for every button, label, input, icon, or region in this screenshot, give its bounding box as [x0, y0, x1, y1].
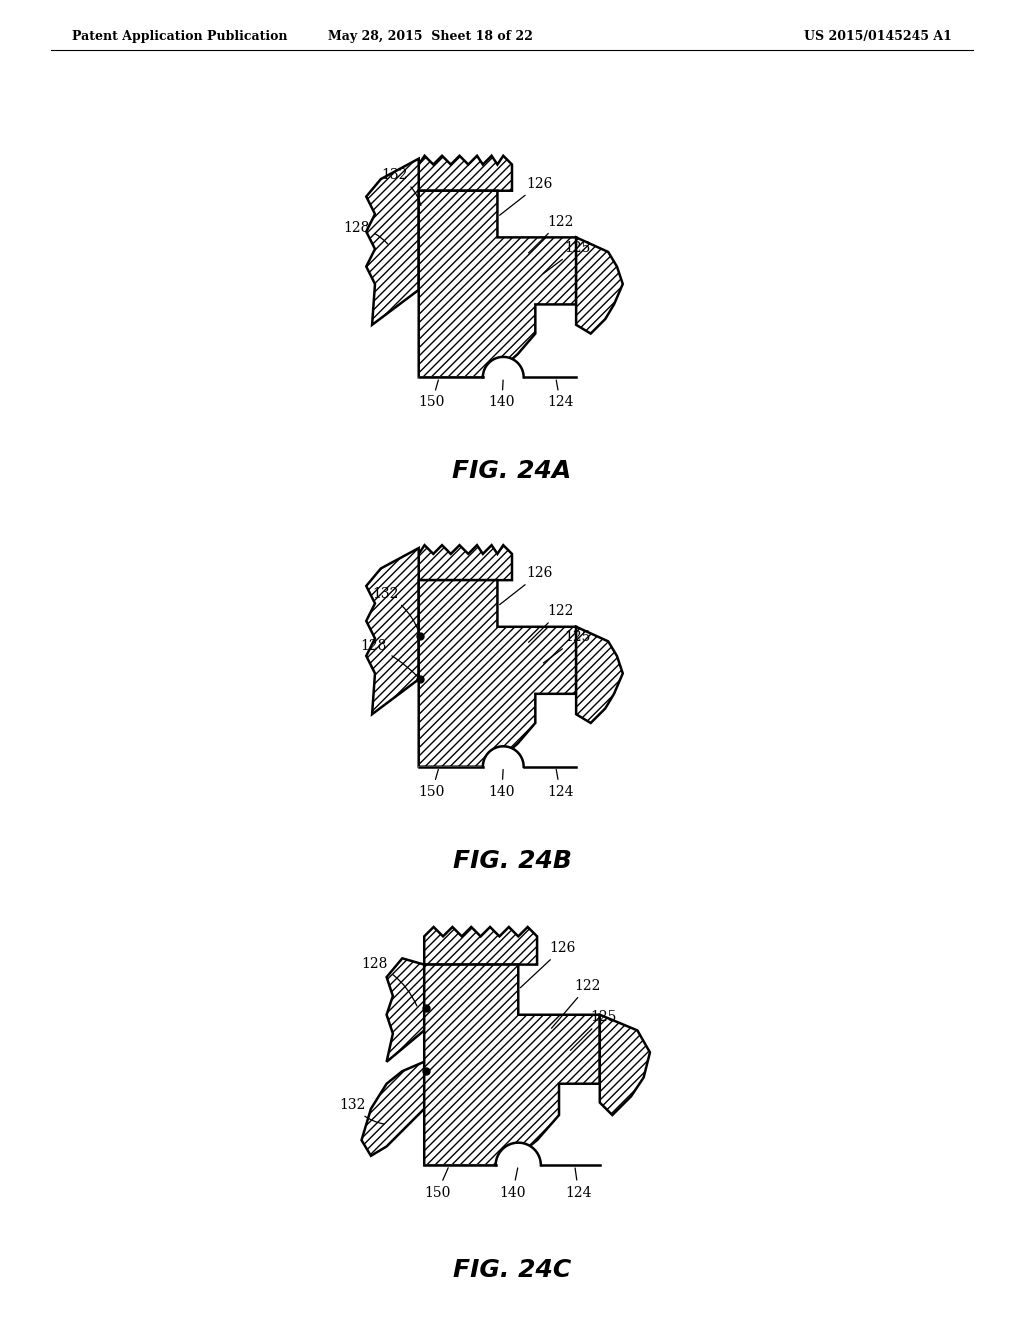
Polygon shape [367, 158, 419, 325]
Polygon shape [367, 548, 419, 714]
Text: FIG. 24C: FIG. 24C [453, 1258, 571, 1282]
Polygon shape [419, 545, 512, 579]
Polygon shape [577, 627, 623, 723]
Polygon shape [419, 746, 577, 784]
Text: Patent Application Publication: Patent Application Publication [72, 30, 287, 44]
Text: 126: 126 [500, 566, 553, 605]
Text: 122: 122 [528, 605, 573, 643]
Text: FIG. 24B: FIG. 24B [453, 849, 571, 873]
Text: 125: 125 [544, 242, 591, 273]
Text: 122: 122 [528, 215, 573, 253]
Text: 140: 140 [500, 1168, 526, 1200]
Polygon shape [361, 1061, 424, 1156]
Text: 132: 132 [340, 1098, 384, 1125]
Text: 150: 150 [419, 770, 445, 799]
Text: 124: 124 [547, 770, 573, 799]
Text: 128: 128 [360, 639, 418, 677]
Polygon shape [419, 156, 512, 190]
Text: 126: 126 [500, 177, 553, 215]
Text: FIG. 24A: FIG. 24A [453, 459, 571, 483]
Polygon shape [424, 1143, 600, 1187]
Polygon shape [424, 965, 600, 1166]
Text: May 28, 2015  Sheet 18 of 22: May 28, 2015 Sheet 18 of 22 [328, 30, 532, 44]
Text: 132: 132 [372, 586, 419, 632]
Text: 124: 124 [565, 1168, 592, 1200]
Text: 150: 150 [424, 1168, 451, 1200]
Polygon shape [419, 356, 577, 395]
Text: 128: 128 [343, 220, 388, 244]
Text: 140: 140 [488, 380, 515, 409]
Text: 140: 140 [488, 770, 515, 799]
Text: 126: 126 [520, 941, 575, 987]
Text: 150: 150 [419, 380, 445, 409]
Text: 125: 125 [570, 1010, 616, 1051]
Polygon shape [577, 238, 623, 334]
Text: 125: 125 [544, 631, 591, 663]
Polygon shape [387, 958, 424, 1061]
Polygon shape [419, 579, 577, 767]
Text: 132: 132 [381, 168, 421, 206]
Text: 124: 124 [547, 380, 573, 409]
Polygon shape [600, 1015, 650, 1115]
Text: US 2015/0145245 A1: US 2015/0145245 A1 [805, 30, 952, 44]
Text: 122: 122 [552, 978, 601, 1028]
Text: 128: 128 [361, 957, 417, 1006]
Polygon shape [419, 190, 577, 378]
Polygon shape [424, 927, 537, 965]
